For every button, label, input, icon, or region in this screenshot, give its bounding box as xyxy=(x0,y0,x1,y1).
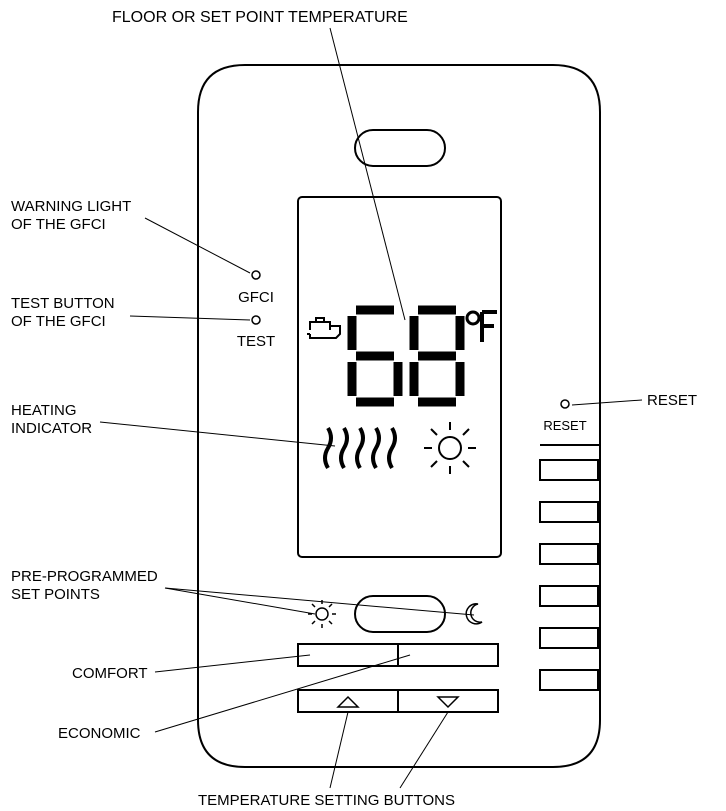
top-pill xyxy=(355,130,445,166)
side-buttons xyxy=(540,445,600,690)
test-button xyxy=(252,316,260,324)
reset-hole xyxy=(561,400,569,408)
test-text: TEST xyxy=(237,333,275,350)
gfci-light xyxy=(252,271,260,279)
hand-icon xyxy=(307,318,340,338)
temperature-display xyxy=(352,310,460,402)
temp-up-button xyxy=(298,690,398,712)
heating-waves-icon xyxy=(325,428,395,468)
lcd-sun-icon xyxy=(424,422,476,474)
degree-symbol xyxy=(467,312,479,324)
gfci-text: GFCI xyxy=(238,289,274,306)
economic-button xyxy=(398,644,498,666)
thermostat-svg: GFCI TEST xyxy=(0,0,726,811)
preset-moon-icon xyxy=(466,604,482,624)
digit-6 xyxy=(352,310,398,402)
up-arrow-icon xyxy=(338,697,358,707)
digit-8 xyxy=(414,310,460,402)
reset-text: RESET xyxy=(543,418,586,433)
fahrenheit-f xyxy=(482,312,497,342)
callout-lines xyxy=(100,28,642,788)
thermostat-diagram: FLOOR OR SET POINT TEMPERATURE WARNING L… xyxy=(0,0,726,811)
temp-down-button xyxy=(398,690,498,712)
middle-pill xyxy=(355,596,445,632)
down-arrow-icon xyxy=(438,697,458,707)
